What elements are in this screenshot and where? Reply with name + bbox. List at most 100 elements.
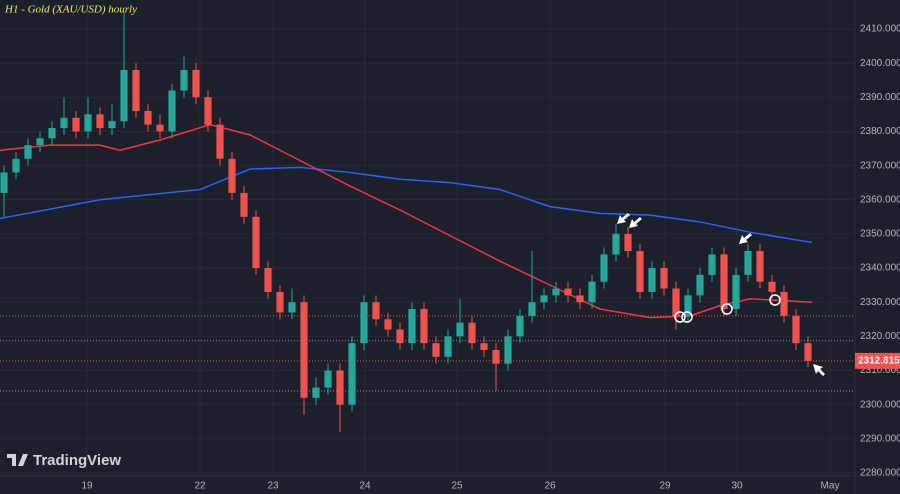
candle-body (480, 343, 488, 350)
candle-body (216, 124, 224, 159)
candle-body (24, 145, 32, 159)
candle-body (60, 117, 68, 129)
candle-body (780, 291, 788, 316)
y-tick-label: 2380.000 (860, 126, 900, 137)
candle-body (456, 322, 464, 337)
x-tick-label: 29 (659, 481, 671, 492)
candle-body (84, 114, 92, 132)
y-tick-label: 2310.000 (860, 365, 900, 376)
moving-average (0, 123, 813, 319)
candle-body (312, 387, 320, 398)
candle-body (696, 274, 704, 296)
candle-body (564, 288, 572, 296)
candle-body (492, 350, 500, 364)
candle-body (300, 302, 308, 398)
candle-body (72, 117, 80, 132)
arrows (617, 213, 825, 376)
candle-body (120, 70, 128, 122)
moving-average (0, 166, 813, 244)
x-tick-label: 23 (267, 481, 279, 492)
candle-body (576, 295, 584, 303)
candle-body (36, 138, 44, 146)
price-label-box (855, 352, 900, 369)
logo: TradingView (7, 452, 121, 469)
candle-body (420, 309, 428, 344)
x-tick-label: 24 (359, 481, 371, 492)
y-tick-label: 2330.000 (860, 297, 900, 308)
arrow (617, 213, 630, 224)
candle-body (132, 70, 140, 111)
candle-body (156, 124, 164, 132)
candle-body (372, 302, 380, 320)
marker-circle (674, 311, 686, 323)
candle-body (408, 309, 416, 344)
candle-body (396, 329, 404, 344)
candle-body (732, 274, 740, 310)
marker-circle (769, 294, 781, 306)
candle-body (204, 97, 212, 125)
candle-body (648, 268, 656, 292)
candle-body (768, 281, 776, 292)
candle-body (720, 254, 728, 310)
candle-body (744, 250, 752, 275)
arrow (629, 217, 642, 228)
candle-body (684, 295, 692, 316)
x-tick-label: 25 (451, 481, 463, 492)
candle-body (240, 192, 248, 217)
plot (0, 11, 855, 432)
marker-circle (721, 303, 733, 315)
y-tick-label: 2300.000 (860, 399, 900, 410)
candle-body (228, 158, 236, 193)
marker-circle (681, 311, 693, 323)
x-tick-label: 26 (544, 481, 556, 492)
candle-body (0, 172, 8, 193)
candle-body (348, 343, 356, 405)
candle-body (288, 302, 296, 313)
arrow (813, 364, 825, 376)
candle-body (264, 268, 272, 292)
arrow (739, 233, 752, 244)
candle-body (756, 250, 764, 282)
candle-body (528, 302, 536, 316)
candle-body (252, 216, 260, 269)
candle-body (636, 250, 644, 292)
y-tick-label: 2400.000 (860, 58, 900, 69)
grid (0, 0, 855, 476)
candle-body (708, 254, 716, 275)
candle-body (624, 233, 632, 251)
candle-body (792, 315, 800, 344)
y-tick-label: 2410.000 (860, 24, 900, 35)
x-tick-label: 30 (731, 481, 743, 492)
y-tick-label: 2280.000 (860, 468, 900, 479)
candle-body (384, 319, 392, 330)
candle-body (144, 110, 152, 125)
candle-body (516, 315, 524, 337)
x-tick-label: 19 (81, 481, 93, 492)
candle-body (672, 288, 680, 316)
candle-body (96, 114, 104, 129)
candle-body (12, 158, 20, 173)
candle-body (600, 254, 608, 282)
y-tick-label: 2370.000 (860, 160, 900, 171)
candle-body (504, 336, 512, 364)
x-tick-label: May (821, 481, 840, 492)
candle-body (108, 121, 116, 129)
candle-body (432, 343, 440, 357)
candle-body (540, 295, 548, 303)
y-tick-label: 2350.000 (860, 229, 900, 240)
annotations (674, 294, 781, 323)
candle-body (180, 70, 188, 91)
candle-body (612, 233, 620, 255)
candle-body (192, 70, 200, 98)
candle-body (804, 343, 812, 361)
y-tick-label: 2340.000 (860, 263, 900, 274)
y-tick-label: 2290.000 (860, 433, 900, 444)
x-tick-label: 22 (194, 481, 206, 492)
candle-body (336, 370, 344, 405)
candle-body (324, 370, 332, 388)
candle-body (48, 128, 56, 139)
candle-body (168, 90, 176, 132)
candle-body (468, 322, 476, 344)
candle-body (660, 268, 668, 289)
